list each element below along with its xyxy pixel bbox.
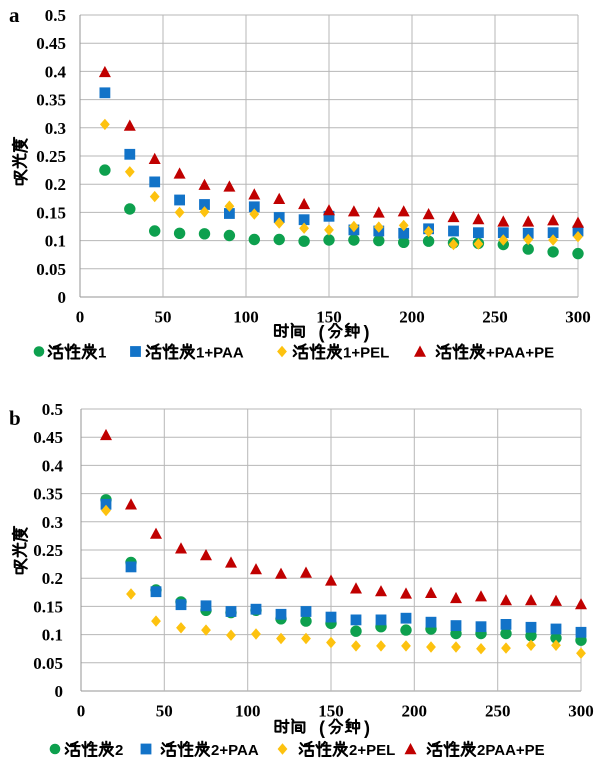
svg-text:0.15: 0.15	[33, 597, 63, 616]
svg-text:50: 50	[156, 702, 173, 721]
svg-text:0.1: 0.1	[42, 626, 63, 645]
svg-text:): )	[364, 718, 370, 738]
svg-text:+PAA+PE: +PAA+PE	[486, 344, 554, 361]
svg-text:100: 100	[233, 308, 259, 327]
svg-text:150: 150	[316, 308, 342, 327]
svg-text:a: a	[9, 3, 20, 27]
svg-text:0.05: 0.05	[33, 654, 63, 673]
svg-text:0: 0	[76, 308, 85, 327]
svg-text:0.4: 0.4	[42, 456, 64, 475]
svg-text:(: (	[319, 718, 325, 738]
svg-text:300: 300	[565, 308, 591, 327]
svg-text:50: 50	[155, 308, 172, 327]
svg-text:200: 200	[402, 702, 428, 721]
svg-text:1: 1	[98, 344, 106, 361]
svg-text:0.2: 0.2	[42, 569, 63, 588]
svg-text:300: 300	[568, 702, 594, 721]
svg-text:0: 0	[58, 288, 67, 307]
svg-text:0.25: 0.25	[36, 147, 66, 166]
svg-text:0: 0	[55, 682, 64, 701]
svg-text:250: 250	[482, 308, 508, 327]
svg-text:1+PEL: 1+PEL	[343, 344, 389, 361]
svg-text:250: 250	[485, 702, 511, 721]
svg-text:0.05: 0.05	[36, 260, 66, 279]
svg-text:0.45: 0.45	[33, 428, 63, 447]
svg-text:0: 0	[77, 702, 86, 721]
svg-text:(: (	[319, 323, 325, 343]
svg-text:2+PEL: 2+PEL	[349, 742, 395, 759]
svg-text:0.15: 0.15	[36, 203, 66, 222]
svg-text:0.3: 0.3	[45, 119, 66, 138]
svg-text:2+PAA: 2+PAA	[211, 742, 259, 759]
svg-text:): )	[364, 323, 370, 343]
svg-text:0.25: 0.25	[33, 541, 63, 560]
svg-text:0.5: 0.5	[45, 6, 66, 25]
svg-text:1+PAA: 1+PAA	[196, 344, 244, 361]
svg-text:0.1: 0.1	[45, 232, 66, 251]
svg-text:0.45: 0.45	[36, 34, 66, 53]
svg-text:0.35: 0.35	[36, 91, 66, 110]
svg-text:0.2: 0.2	[45, 175, 66, 194]
svg-text:0.35: 0.35	[33, 485, 63, 504]
svg-text:b: b	[9, 406, 21, 430]
svg-text:2PAA+PE: 2PAA+PE	[477, 742, 545, 759]
svg-text:2: 2	[115, 742, 123, 759]
svg-text:0.5: 0.5	[42, 400, 63, 419]
svg-text:0.3: 0.3	[42, 513, 63, 532]
svg-text:0.4: 0.4	[45, 62, 67, 81]
svg-text:100: 100	[235, 702, 261, 721]
svg-text:200: 200	[399, 308, 425, 327]
svg-text:150: 150	[318, 702, 344, 721]
